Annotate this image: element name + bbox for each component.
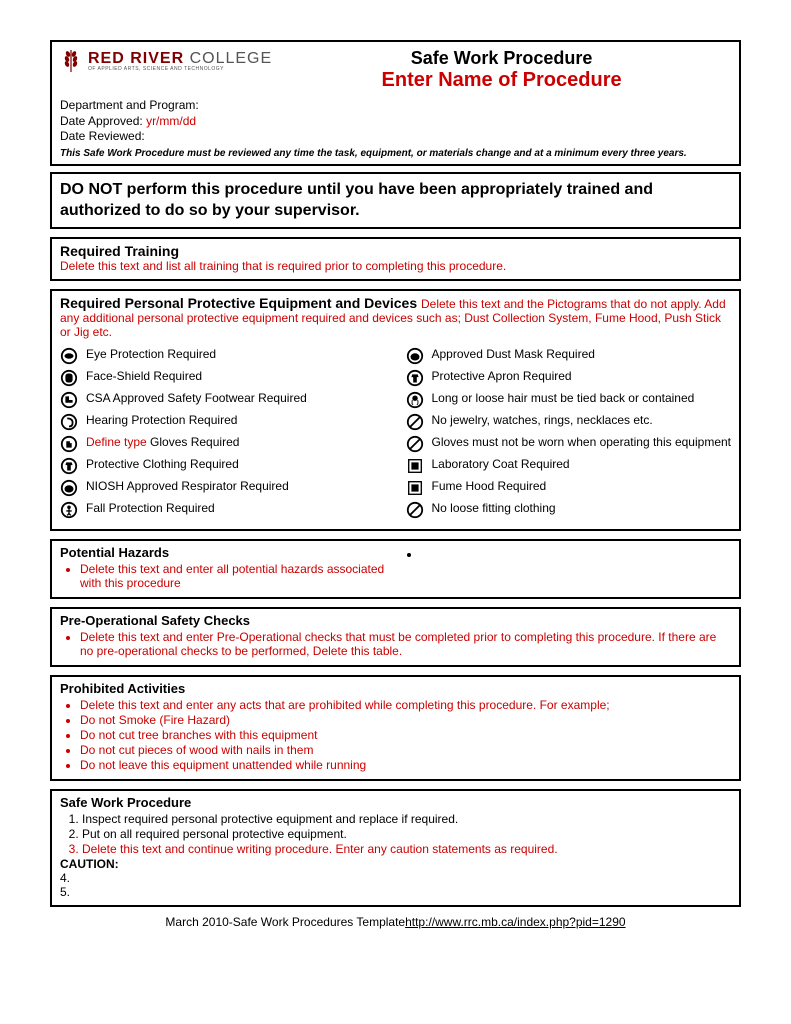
ppe-row: Protective Apron Required	[406, 369, 732, 387]
swp-extra-5: 5.	[60, 885, 731, 899]
prohib-item: Do not leave this equipment unattended w…	[80, 758, 731, 772]
ppe-row: Fume Hood Required	[406, 479, 732, 497]
ppe-label: Protective Apron Required	[432, 369, 572, 383]
ppe-label: Fume Hood Required	[432, 479, 547, 493]
logo-college: COLLEGE	[184, 50, 272, 67]
boot-icon	[60, 391, 78, 409]
header-box: RED RIVER COLLEGE OF APPLIED ARTS, SCIEN…	[50, 40, 741, 166]
hazards-item: Delete this text and enter all potential…	[80, 562, 391, 590]
ppe-label: Hearing Protection Required	[86, 413, 237, 427]
ppe-label: Define type Gloves Required	[86, 435, 239, 449]
face-icon	[60, 369, 78, 387]
swp-caution: CAUTION:	[60, 857, 731, 871]
ppe-label: Approved Dust Mask Required	[432, 347, 595, 361]
ppe-label: CSA Approved Safety Footwear Required	[86, 391, 307, 405]
ppe-label: Laboratory Coat Required	[432, 457, 570, 471]
prohib-title: Prohibited Activities	[60, 681, 731, 696]
resp-icon	[60, 479, 78, 497]
swp-extra-4: 4.	[60, 871, 731, 885]
ppe-row: CSA Approved Safety Footwear Required	[60, 391, 386, 409]
swp-box: Safe Work Procedure Inspect required per…	[50, 789, 741, 907]
hair-icon	[406, 391, 424, 409]
ppe-row: Long or loose hair must be tied back or …	[406, 391, 732, 409]
ppe-title: Required Personal Protective Equipment a…	[60, 295, 421, 311]
suit-icon	[60, 457, 78, 475]
ppe-box: Required Personal Protective Equipment a…	[50, 289, 741, 531]
fume-icon	[406, 479, 424, 497]
hazards-title: Potential Hazards	[60, 545, 391, 560]
no-icon	[406, 435, 424, 453]
fall-icon	[60, 501, 78, 519]
footer-link: http://www.rrc.mb.ca/index.php?pid=1290	[405, 915, 625, 929]
ppe-label: No jewelry, watches, rings, necklaces et…	[432, 413, 653, 427]
training-box: Required Training Delete this text and l…	[50, 237, 741, 281]
ppe-label: Gloves must not be worn when operating t…	[432, 435, 732, 449]
preop-title: Pre-Operational Safety Checks	[60, 613, 731, 628]
coat-icon	[406, 457, 424, 475]
footer-left: March 2010-Safe Work Procedures Template	[165, 915, 405, 929]
swp-item: Put on all required personal protective …	[82, 827, 731, 841]
ppe-row: No jewelry, watches, rings, necklaces et…	[406, 413, 732, 431]
ppe-label: Protective Clothing Required	[86, 457, 239, 471]
ppe-left-col: Eye Protection Required Face-Shield Requi…	[60, 347, 386, 523]
mask-icon	[406, 347, 424, 365]
ppe-row: Protective Clothing Required	[60, 457, 386, 475]
swp-item: Inspect required personal protective equ…	[82, 812, 731, 826]
ear-icon	[60, 413, 78, 431]
ppe-right-col: Approved Dust Mask Required Protective Ap…	[406, 347, 732, 523]
ppe-row: Laboratory Coat Required	[406, 457, 732, 475]
no-icon	[406, 413, 424, 431]
logo: RED RIVER COLLEGE OF APPLIED ARTS, SCIEN…	[60, 48, 272, 74]
warning-box: DO NOT perform this procedure until you …	[50, 172, 741, 230]
reviewed-label: Date Reviewed:	[60, 129, 731, 145]
logo-red: RED RIVER	[88, 50, 184, 67]
ppe-label: Long or loose hair must be tied back or …	[432, 391, 695, 405]
hazards-box: Potential Hazards Delete this text and e…	[50, 539, 741, 599]
glove-icon	[60, 435, 78, 453]
training-body: Delete this text and list all training t…	[60, 259, 731, 273]
ppe-row: NIOSH Approved Respirator Required	[60, 479, 386, 497]
logo-sub: OF APPLIED ARTS, SCIENCE AND TECHNOLOGY	[88, 67, 272, 72]
eye-icon	[60, 347, 78, 365]
ppe-row: Approved Dust Mask Required	[406, 347, 732, 365]
ppe-label: Face-Shield Required	[86, 369, 202, 383]
title-line2: Enter Name of Procedure	[272, 69, 731, 92]
ppe-label: No loose fitting clothing	[432, 501, 556, 515]
ppe-row: Eye Protection Required	[60, 347, 386, 365]
preop-box: Pre-Operational Safety Checks Delete thi…	[50, 607, 741, 667]
footer: March 2010-Safe Work Procedures Template…	[50, 915, 741, 929]
dept-label: Department and Program:	[60, 98, 731, 114]
prohib-item: Do not cut tree branches with this equip…	[80, 728, 731, 742]
ppe-label: NIOSH Approved Respirator Required	[86, 479, 289, 493]
prohib-item: Do not cut pieces of wood with nails in …	[80, 743, 731, 757]
ppe-row: No loose fitting clothing	[406, 501, 732, 519]
swp-item: Delete this text and continue writing pr…	[82, 842, 731, 856]
ppe-row: Hearing Protection Required	[60, 413, 386, 431]
ppe-row: Face-Shield Required	[60, 369, 386, 387]
ppe-row: Define type Gloves Required	[60, 435, 386, 453]
ppe-row: Gloves must not be worn when operating t…	[406, 435, 732, 453]
preop-item: Delete this text and enter Pre-Operation…	[80, 630, 731, 658]
swp-title: Safe Work Procedure	[60, 795, 731, 810]
review-note: This Safe Work Procedure must be reviewe…	[60, 147, 731, 160]
ppe-row: Fall Protection Required	[60, 501, 386, 519]
wheat-icon	[60, 48, 82, 74]
prohib-item: Do not Smoke (Fire Hazard)	[80, 713, 731, 727]
no-icon	[406, 501, 424, 519]
training-title: Required Training	[60, 243, 731, 259]
apron-icon	[406, 369, 424, 387]
hazards-bullet-empty	[421, 547, 732, 561]
approved-value: yr/mm/dd	[146, 114, 196, 128]
title-line1: Safe Work Procedure	[272, 48, 731, 69]
ppe-label: Fall Protection Required	[86, 501, 215, 515]
prohib-item: Delete this text and enter any acts that…	[80, 698, 731, 712]
approved-label: Date Approved:	[60, 114, 146, 128]
prohib-box: Prohibited Activities Delete this text a…	[50, 675, 741, 781]
ppe-label: Eye Protection Required	[86, 347, 216, 361]
